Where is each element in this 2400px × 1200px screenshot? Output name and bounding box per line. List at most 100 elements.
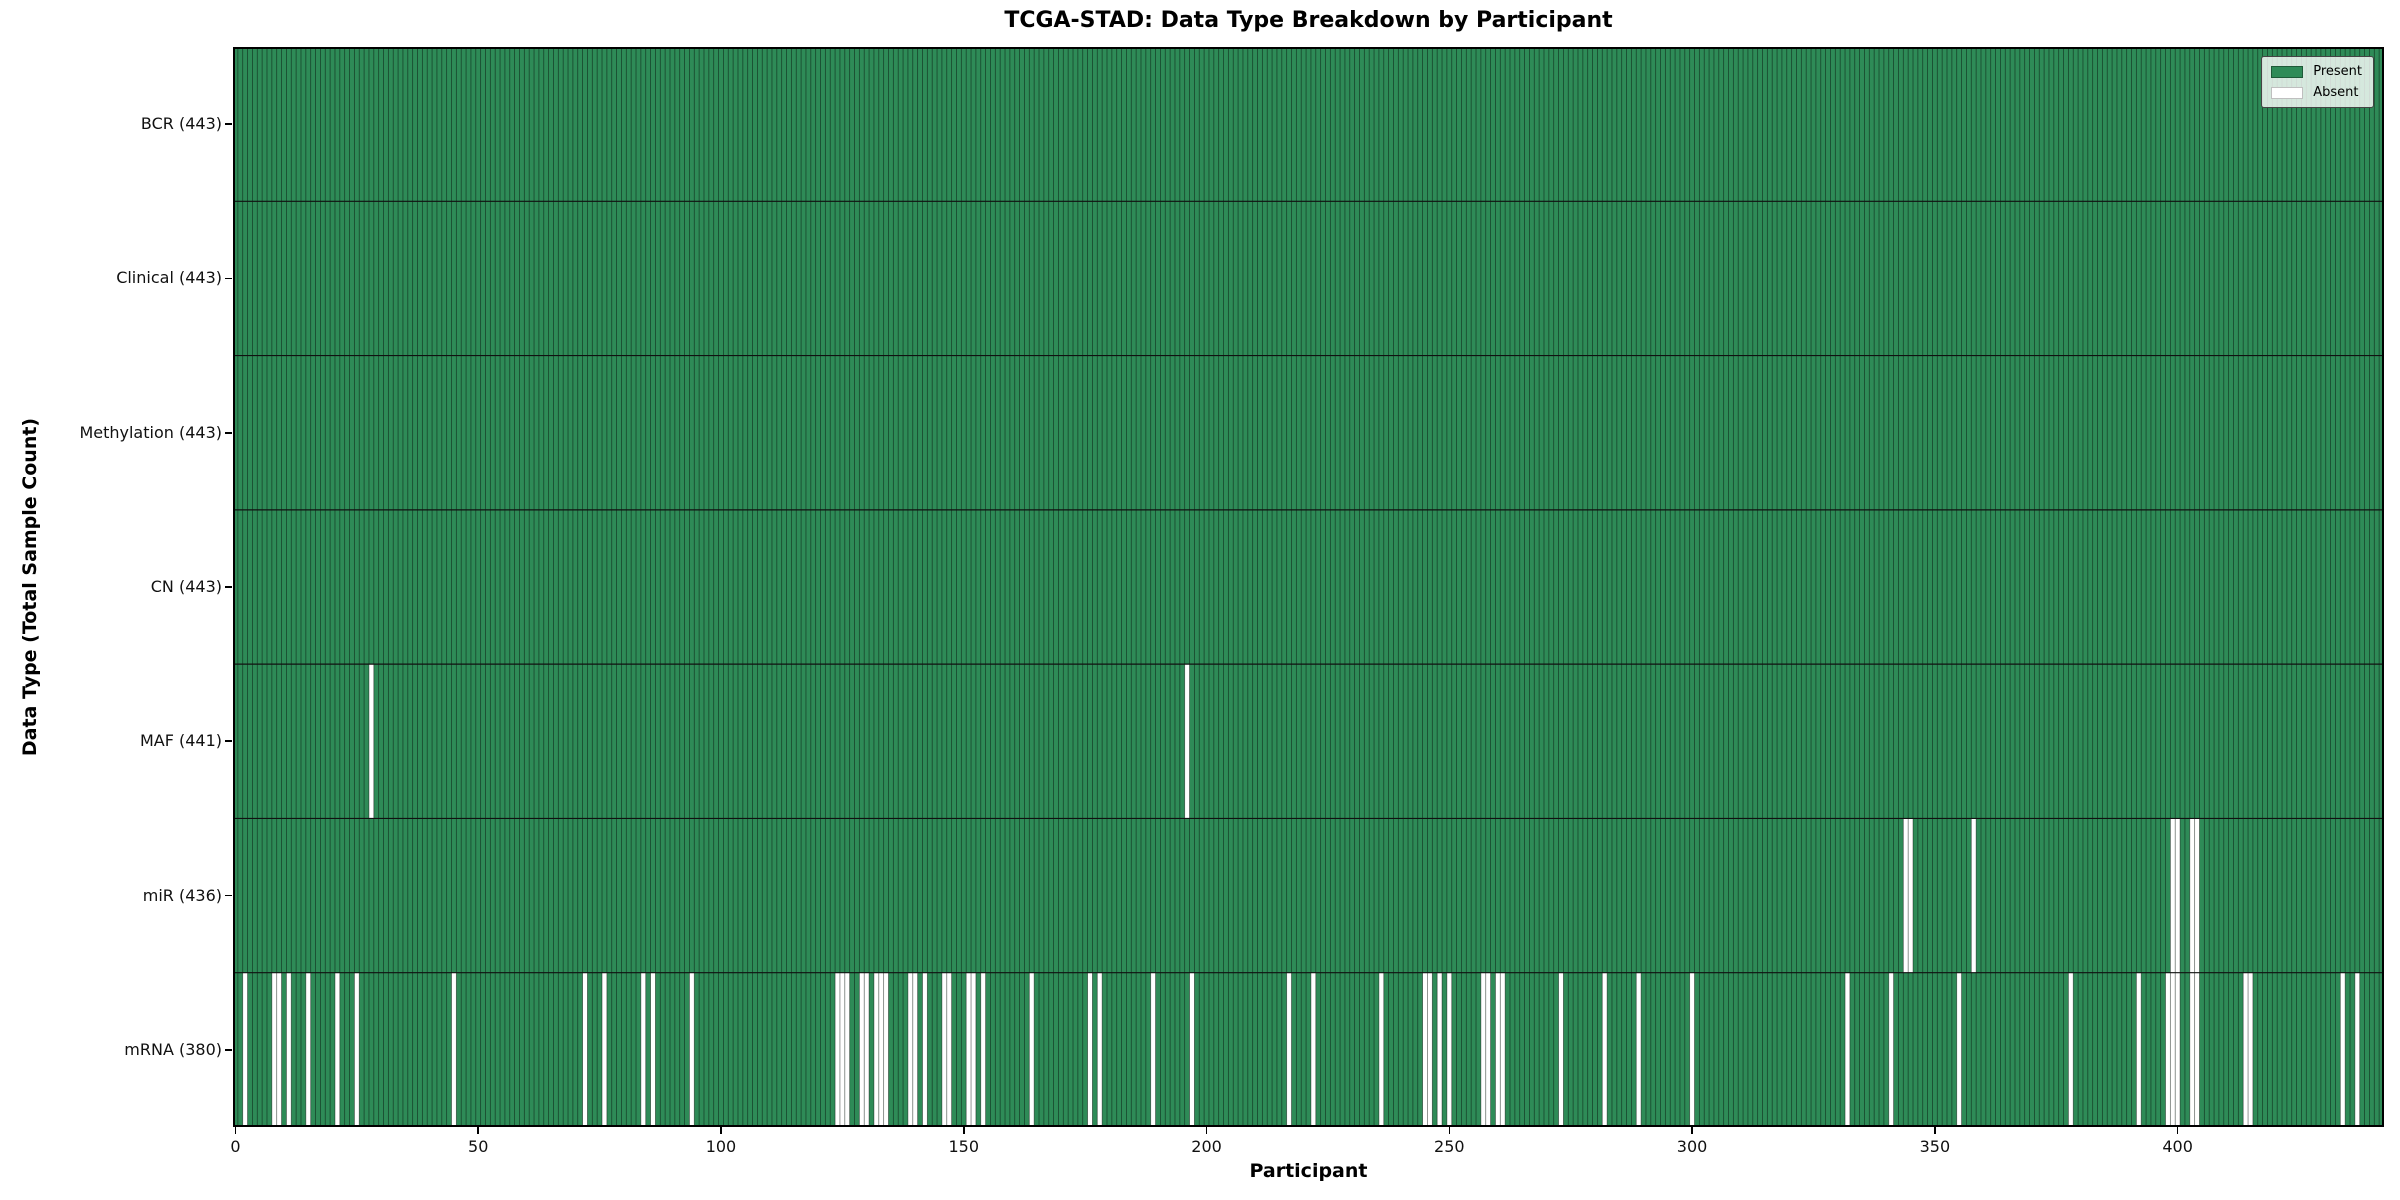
absent-cell [971, 972, 976, 1127]
absent-cell [907, 972, 913, 1127]
absent-cell [602, 972, 607, 1127]
x-axis-label: Participant [1249, 1160, 1368, 1182]
present-base [233, 47, 2384, 1127]
xtick-mark [2176, 1127, 2179, 1134]
ytick-mark [225, 894, 232, 897]
absent-cell [1845, 972, 1850, 1127]
absent-cell [582, 972, 588, 1127]
absent-cell [1480, 972, 1486, 1127]
absent-cell [980, 972, 986, 1127]
xtick-label-50: 50 [468, 1137, 489, 1156]
row-separators [233, 200, 2384, 974]
absent-cell [1437, 972, 1443, 1127]
absent-cell [2248, 972, 2253, 1127]
absent-cell [354, 972, 360, 1127]
ytick-label-Methylation: Methylation (443) [79, 422, 222, 442]
ytick-mark [225, 740, 232, 743]
xtick-mark [1205, 1127, 1208, 1134]
absent-cell [276, 972, 282, 1127]
absent-cell [912, 972, 918, 1127]
ytick-mark [225, 586, 232, 588]
absent-cell [640, 972, 646, 1127]
absent-cell [835, 972, 840, 1127]
absent-cell [2136, 972, 2142, 1127]
xtick-label-300: 300 [1676, 1137, 1708, 1156]
absent-cell [1903, 818, 1909, 973]
absent-cell [271, 972, 277, 1127]
absent-cell [1422, 972, 1428, 1127]
absent-cell [873, 972, 879, 1127]
absent-cell [1087, 972, 1093, 1127]
absent-cell [883, 972, 889, 1127]
xtick-label-0: 0 [230, 1137, 241, 1156]
chart-title: TCGA-STAD: Data Type Breakdown by Partic… [1004, 8, 1613, 33]
absent-cell [1689, 972, 1695, 1127]
ytick-label-miR: miR (436) [142, 885, 222, 905]
absent-cell [1378, 972, 1384, 1127]
xtick-label-250: 250 [1434, 1137, 1465, 1156]
legend-label-present: Present [2313, 64, 2362, 79]
absent-cell [878, 972, 884, 1127]
absent-cell [2189, 972, 2195, 1127]
ytick-mark [225, 431, 232, 434]
ytick-mark [225, 123, 232, 125]
absent-cell [2068, 972, 2074, 1127]
absent-cell [1097, 972, 1103, 1127]
absent-cell [946, 972, 952, 1127]
xtick-label-350: 350 [1919, 1137, 1951, 1156]
absent-cell [859, 972, 865, 1127]
absent-cell [844, 972, 850, 1127]
ytick-mark [225, 277, 232, 280]
xtick-label-150: 150 [948, 1137, 980, 1156]
xtick-mark [477, 1127, 479, 1134]
absent-cell [2243, 972, 2249, 1127]
legend-item-present: Present [2271, 64, 2362, 79]
absent-cell [1602, 972, 1608, 1127]
ytick-label-MAF: MAF (441) [139, 731, 222, 751]
absent-cell [2175, 818, 2181, 973]
heatmap-svg [233, 47, 2384, 1127]
absent-cell [451, 972, 457, 1127]
xtick-label-100: 100 [705, 1137, 737, 1156]
absent-cell [1150, 972, 1156, 1127]
xtick-mark [720, 1127, 722, 1134]
absent-cell [2189, 818, 2195, 973]
legend: Present Absent [2261, 56, 2374, 108]
absent-cell [2340, 972, 2346, 1127]
absent-cell [1427, 972, 1433, 1127]
absent-cell [286, 972, 292, 1127]
absent-cell [922, 972, 928, 1127]
plot-border [233, 47, 2384, 1127]
absent-cell [2194, 972, 2200, 1127]
absent-cell [1029, 972, 1035, 1127]
xtick-mark [1448, 1127, 1451, 1134]
absent-cell [1184, 664, 1190, 819]
absent-cell [334, 972, 340, 1127]
absent-cell [650, 972, 656, 1127]
absent-cell [368, 664, 374, 819]
ytick-label-mRNA: mRNA (380) [124, 1039, 222, 1059]
ytick-mark [225, 1049, 232, 1051]
absent-cell [1636, 972, 1642, 1127]
present-swatch [2271, 65, 2304, 78]
legend-item-absent: Absent [2271, 85, 2362, 100]
absent-cell [966, 972, 972, 1127]
absent-cell [2175, 972, 2181, 1127]
ytick-label-Clinical: Clinical (443) [116, 268, 222, 288]
legend-label-absent: Absent [2313, 85, 2359, 100]
absent-cell [839, 972, 845, 1127]
ytick-label-CN: CN (443) [150, 577, 222, 596]
absent-cell [864, 972, 870, 1127]
xtick-mark [962, 1127, 965, 1134]
absent-cell [941, 972, 947, 1127]
absent-cell [242, 972, 248, 1127]
absent-cell [1908, 818, 1914, 973]
absent-cell [1558, 972, 1564, 1127]
absent-cell [1446, 972, 1452, 1127]
absent-cell [2194, 818, 2200, 973]
bar-edges [237, 47, 2380, 1127]
absent-cell [2170, 972, 2176, 1127]
absent-cell [1888, 972, 1894, 1127]
xtick-mark [234, 1127, 237, 1134]
absent-cell [1189, 972, 1195, 1127]
